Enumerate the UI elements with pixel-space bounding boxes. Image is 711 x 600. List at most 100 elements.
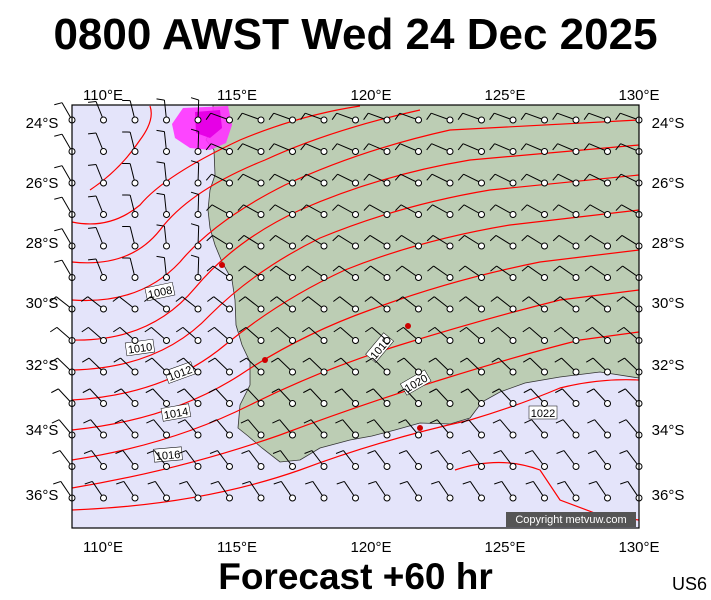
wind-barb-feather [584,204,591,211]
svg-text:130°E: 130°E [618,539,659,556]
region-code: US6 [671,574,707,594]
wind-station-circle [163,242,170,250]
wind-barb-feather [336,480,345,485]
wind-barb-feather [300,173,307,181]
svg-text:115°E: 115°E [217,87,257,104]
wind-station-circle [257,400,265,407]
wind-barb-feather [586,388,595,394]
wind-barb-feather [175,296,183,302]
wind-barb-feather [620,480,628,485]
wind-station-circle [415,148,422,155]
wind-barb-feather [156,255,165,259]
wind-station-circle [352,400,359,407]
wind-station-circle [415,400,422,407]
wind-station-circle [163,494,170,502]
wind-barb-feather [618,419,627,424]
wind-station-circle [541,148,548,155]
wind-station-circle [289,431,296,439]
wind-station-circle [257,274,265,281]
wind-barb-feather [273,480,282,485]
wind-barb-feather [395,204,402,211]
wind-station-circle [194,337,202,344]
wind-barb-feather [367,450,376,454]
wind-station-circle [320,337,328,344]
wind-station-circle [478,305,485,313]
wind-station-circle [352,148,359,155]
wind-station-circle [572,400,580,407]
wind-barb-feather [332,235,339,242]
wind-station-circle [604,242,611,250]
wind-station-circle [226,337,233,344]
wind-station-circle [415,368,422,376]
wind-station-circle [604,305,611,313]
wind-barb-feather [552,204,559,211]
wind-barb-feather [587,419,595,424]
wind-barb-feather [305,480,313,485]
latitude-ticks-right: 24°S 26°S 28°S 30°S 32°S 34°S 36°S [652,115,685,504]
wind-station-circle [352,242,359,250]
wind-barb-feather [458,235,465,242]
wind-barb-feather [429,419,438,424]
wind-barb-feather [331,112,338,120]
wind-station-circle [131,274,139,281]
wind-station-circle [541,431,548,439]
wind-station-circle [131,431,139,439]
svg-text:24°S: 24°S [652,115,685,132]
wind-station-circle [478,242,485,250]
wind-barb-feather [364,296,372,302]
wind-station-circle [131,494,139,502]
wind-barb-feather [88,100,97,103]
wind-station-circle [163,337,170,344]
wind-barb-feather [522,357,531,363]
wind-station-circle [163,305,170,313]
wind-station-circle [352,431,359,439]
wind-station-circle [572,116,580,124]
wind-barb-feather [147,480,156,485]
wind-barb-feather [368,480,376,485]
wind-station-circle [509,400,517,407]
wind-station-circle [352,463,359,470]
wind-barb-feather [303,388,311,394]
wind-barb-feather [520,143,527,151]
wind-station-circle [446,242,454,250]
wind-station-circle [509,494,517,502]
svg-text:1014: 1014 [163,406,189,422]
wind-station-circle [352,274,359,281]
wind-barb-feather [396,357,405,363]
wind-barb-feather [427,326,436,333]
wind-station-circle [604,148,611,155]
wind-station-circle [163,274,170,281]
wind-station-circle [509,463,517,470]
wind-station-circle [478,337,485,344]
wind-station-circle [289,368,296,376]
wind-station-circle [131,305,139,313]
wind-barb-feather [84,480,93,485]
wind-barb-feather [270,357,279,363]
wind-barb-feather [54,133,63,137]
wind-station-circle [572,494,580,502]
wind-station-circle [509,116,517,124]
wind-station-circle [194,463,202,470]
wind-barb-feather [521,204,528,211]
wind-barb-feather [616,326,625,333]
wind-barb-feather [50,357,58,363]
wind-station-circle [446,179,454,187]
wind-barb-feather [430,450,439,454]
wind-station-circle [100,274,107,281]
wind-station-circle [320,400,328,407]
wind-barb-feather [616,296,624,302]
wind-barb-feather [300,235,308,242]
wind-station-circle [572,431,580,439]
wind-station-circle [446,368,454,376]
wind-station-circle [415,305,422,313]
wind-station-circle [415,494,422,502]
wind-station-circle [541,116,548,124]
wind-station-circle [509,337,517,344]
wind-barb-feather [364,265,371,272]
wind-barb-feather [179,480,187,485]
wind-barb-feather [460,388,469,394]
wind-barb-feather [332,265,340,272]
wind-barb-feather [145,388,154,394]
wind-barb-feather [237,204,244,211]
wind-station-circle [572,211,580,218]
